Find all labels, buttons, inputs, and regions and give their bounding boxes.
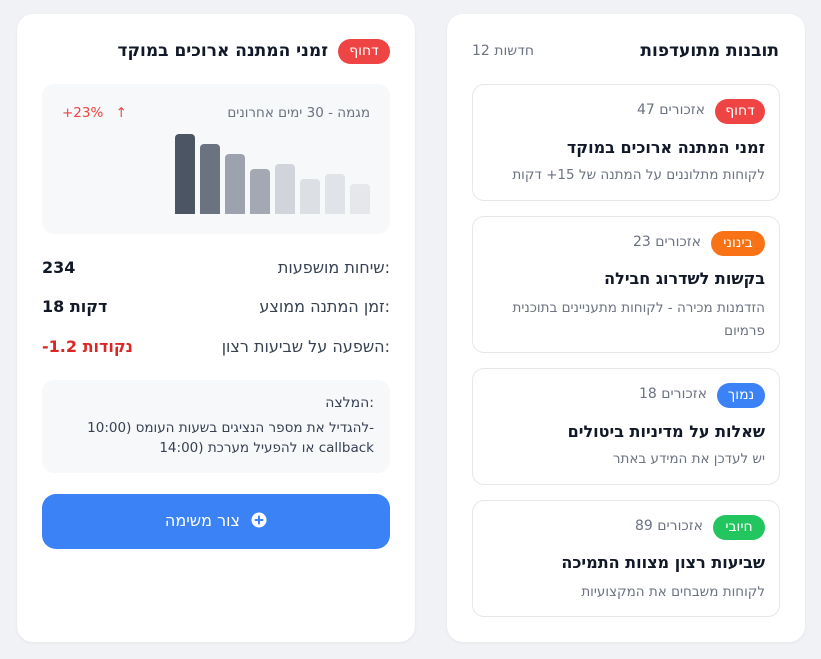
insight-item[interactable]: דחוף 47 אזכורים זמני המתנה ארוכים במוקד …: [472, 84, 780, 201]
insight-title: בקשות לשדרוג חבילה: [604, 269, 765, 288]
create-task-label: צור משימה: [164, 511, 240, 530]
mentions-count: 23 אזכורים: [632, 234, 701, 250]
trend-chart: מגמה - 30 ימים אחרונים +23% ↑: [42, 84, 390, 234]
create-task-button[interactable]: צור משימה: [42, 494, 390, 549]
avg-wait-value: 18 דקות: [42, 297, 108, 316]
insight-description: יש לעדכן את המידע באתר: [612, 451, 765, 467]
insight-detail-panel: דחוף זמני המתנה ארוכים במוקד מגמה - 30 י…: [17, 14, 415, 642]
mentions-count: 18 אזכורים: [638, 386, 707, 402]
recommendation-box: המלצה: להגדיל את מספר הנציגים בשעות העומ…: [42, 380, 390, 473]
trend-up-arrow-icon: ↑: [115, 105, 127, 121]
insight-title: שביעות רצון מצוות התמיכה: [561, 553, 765, 572]
insight-title: זמני המתנה ארוכים במוקד: [566, 138, 765, 157]
insight-title: שאלות על מדיניות ביטולים: [567, 422, 765, 441]
affected-calls-value: 234: [42, 258, 76, 277]
trend-bar: [300, 179, 320, 214]
bar-group: [175, 134, 371, 214]
new-count: 12 חדשות: [472, 43, 534, 59]
affected-calls-label: שיחות מושפעות:: [277, 258, 390, 277]
insight-description: לקוחות מתלוננים על המתנה של 15+ דקות: [512, 167, 765, 183]
mentions-count: 89 אזכורים: [634, 518, 703, 534]
insight-description: הזדמנות מכירה - לקוחות מתעניינים בתוכנית…: [512, 300, 766, 339]
recommendation-heading: המלצה:: [325, 395, 374, 411]
trend-bar: [200, 144, 220, 214]
recommendation-line-2: 14:00) או להפעיל מערכת callback: [159, 440, 374, 456]
satisfaction-impact-label: השפעה על שביעות רצון:: [221, 337, 390, 356]
trend-change: +23% ↑: [62, 105, 127, 121]
trend-bar: [350, 184, 370, 214]
priority-badge: דחוף: [338, 39, 390, 64]
trend-bar: [225, 154, 245, 214]
priority-badge: דחוף: [715, 99, 765, 124]
recommendation-line-1: להגדיל את מספר הנציגים בשעות העומס (10:0…: [87, 420, 374, 436]
trend-bar: [250, 169, 270, 214]
insight-item[interactable]: חיובי 89 אזכורים שביעות רצון מצוות התמיכ…: [472, 500, 780, 617]
detail-title: זמני המתנה ארוכים במוקד: [117, 41, 328, 61]
priority-badge: בינוני: [711, 231, 765, 256]
priority-badge: נמוך: [717, 383, 765, 408]
insight-item[interactable]: בינוני 23 אזכורים בקשות לשדרוג חבילה הזד…: [472, 216, 780, 353]
avg-wait-label: זמן המתנה ממוצע:: [259, 297, 390, 316]
mentions-count: 47 אזכורים: [636, 102, 705, 118]
trend-bar: [175, 134, 195, 214]
insight-description: לקוחות משבחים את המקצועיות: [581, 584, 765, 600]
trend-bar: [275, 164, 295, 214]
trend-bar: [325, 174, 345, 214]
insights-title: תובנות מתועדפות: [640, 41, 779, 61]
trend-change-value: +23%: [62, 105, 104, 121]
plus-circle-icon: [251, 512, 267, 528]
priority-badge: חיובי: [713, 515, 765, 540]
satisfaction-impact-value: -1.2 נקודות: [42, 337, 133, 356]
chart-label: מגמה - 30 ימים אחרונים: [227, 105, 370, 121]
insight-item[interactable]: נמוך 18 אזכורים שאלות על מדיניות ביטולים…: [472, 368, 780, 485]
insights-panel: תובנות מתועדפות 12 חדשות דחוף 47 אזכורים…: [447, 14, 805, 642]
